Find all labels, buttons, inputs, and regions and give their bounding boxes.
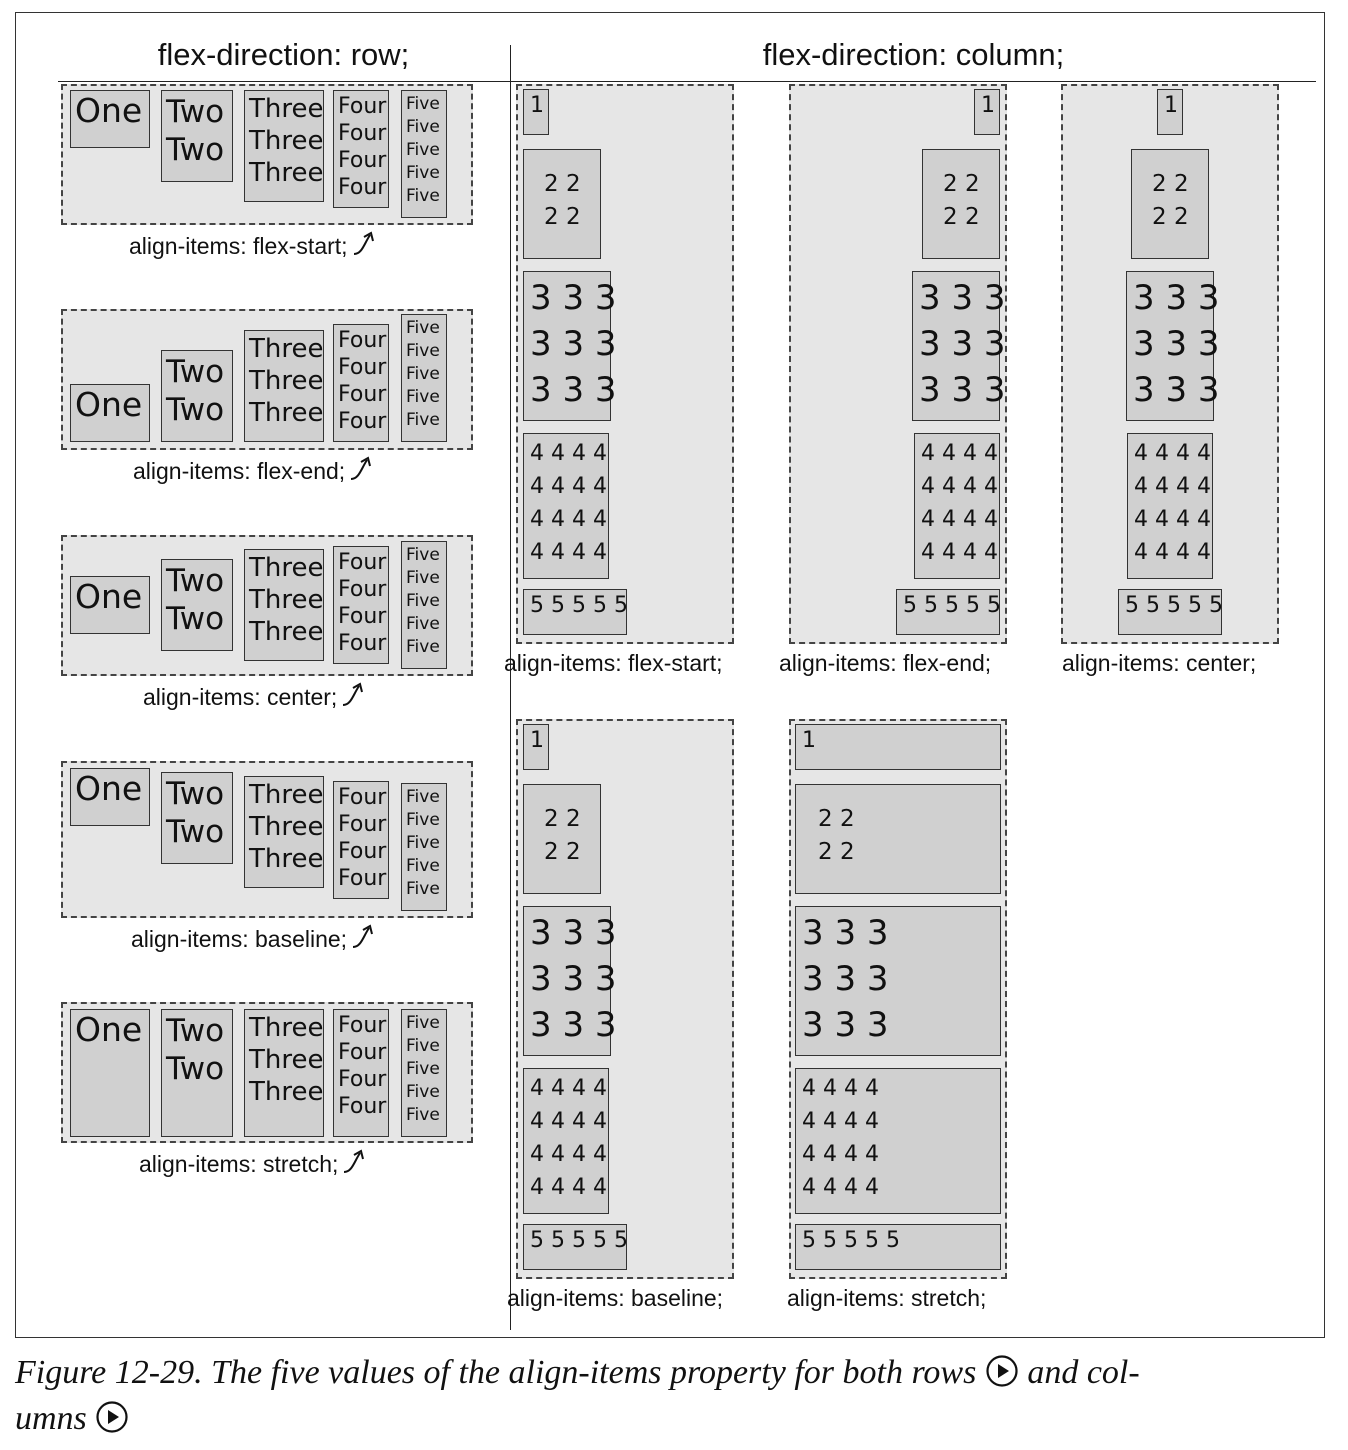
flex-item: Four Four Four Four bbox=[333, 1009, 389, 1137]
flex-item: 4 4 4 4 4 4 4 4 4 4 4 4 4 4 4 4 bbox=[914, 433, 1000, 579]
flex-item: Two Two bbox=[161, 559, 233, 651]
flex-item: Three Three Three bbox=[244, 90, 324, 202]
column-divider bbox=[510, 45, 511, 1330]
flex-item: One bbox=[70, 768, 150, 826]
row-example-caption: align-items: stretch; bbox=[139, 1148, 370, 1178]
flex-item: 4 4 4 4 4 4 4 4 4 4 4 4 4 4 4 4 bbox=[523, 1068, 609, 1214]
column-example-caption: align-items: baseline; bbox=[507, 1285, 724, 1311]
flex-item: 2 2 2 2 bbox=[795, 784, 1001, 894]
row-heading: flex-direction: row; bbox=[157, 37, 410, 72]
column-example-caption: align-items: flex-start; bbox=[504, 650, 723, 676]
column-example-caption: align-items: stretch; bbox=[787, 1285, 987, 1311]
flex-item: One bbox=[70, 90, 150, 148]
figure-caption: Figure 12-29. The five values of the ali… bbox=[15, 1350, 1325, 1442]
flex-item: 5 5 5 5 5 bbox=[523, 1224, 628, 1270]
row-example-caption: align-items: baseline; bbox=[131, 923, 379, 953]
curved-arrow-icon bbox=[343, 682, 364, 706]
caption-line1: Figure 12-29. The five values of the ali… bbox=[15, 1354, 977, 1391]
row-example-caption: align-items: flex-start; bbox=[129, 230, 380, 260]
flex-item: Two Two bbox=[161, 90, 233, 182]
flex-item: Three Three Three bbox=[244, 776, 324, 888]
play-circle-icon[interactable] bbox=[985, 1354, 1019, 1388]
flex-item: Four Four Four Four bbox=[333, 546, 389, 664]
row-example-caption: align-items: center; bbox=[143, 681, 369, 711]
flex-item: One bbox=[70, 1009, 150, 1137]
flex-item: 2 2 2 2 bbox=[523, 784, 601, 894]
flex-item: 3 3 3 3 3 3 3 3 3 bbox=[912, 271, 1006, 421]
flex-item: 1 bbox=[795, 724, 1001, 770]
flex-item: 5 5 5 5 5 bbox=[896, 589, 1001, 635]
flex-item: Five Five Five Five Five bbox=[401, 541, 447, 669]
flex-item: 2 2 2 2 bbox=[1131, 149, 1209, 259]
column-example-caption: align-items: flex-end; bbox=[779, 650, 992, 676]
curved-arrow-icon bbox=[344, 1149, 365, 1173]
flex-item: One bbox=[70, 576, 150, 634]
caption-mid: and col- bbox=[1027, 1354, 1140, 1391]
flex-item: Five Five Five Five Five bbox=[401, 783, 447, 911]
flex-item: 1 bbox=[523, 89, 549, 135]
flex-item: 4 4 4 4 4 4 4 4 4 4 4 4 4 4 4 4 bbox=[523, 433, 609, 579]
heading-rule bbox=[58, 81, 1316, 82]
play-circle-icon[interactable] bbox=[95, 1400, 129, 1434]
flex-item: Five Five Five Five Five bbox=[401, 314, 447, 442]
flex-item: 1 bbox=[523, 724, 549, 770]
flex-item: Four Four Four Four bbox=[333, 781, 389, 899]
flex-item: 5 5 5 5 5 bbox=[1118, 589, 1223, 635]
curved-arrow-icon bbox=[353, 231, 374, 255]
flex-item: 5 5 5 5 5 bbox=[795, 1224, 1001, 1270]
flex-item: 1 bbox=[974, 89, 1000, 135]
flex-item: 3 3 3 3 3 3 3 3 3 bbox=[795, 906, 1001, 1056]
figure-panel: flex-direction: row; flex-direction: col… bbox=[15, 12, 1325, 1338]
row-example-caption: align-items: flex-end; bbox=[133, 455, 377, 485]
flex-item: 3 3 3 3 3 3 3 3 3 bbox=[523, 906, 617, 1056]
flex-item: Two Two bbox=[161, 1009, 233, 1137]
flex-item: Five Five Five Five Five bbox=[401, 1009, 447, 1137]
flex-item: Five Five Five Five Five bbox=[401, 90, 447, 218]
flex-item: 5 5 5 5 5 bbox=[523, 589, 628, 635]
flex-item: Two Two bbox=[161, 772, 233, 864]
flex-item: 4 4 4 4 4 4 4 4 4 4 4 4 4 4 4 4 bbox=[1127, 433, 1213, 579]
flex-item: 2 2 2 2 bbox=[523, 149, 601, 259]
flex-item: Three Three Three bbox=[244, 549, 324, 661]
flex-item: Two Two bbox=[161, 350, 233, 442]
flex-item: Three Three Three bbox=[244, 330, 324, 442]
column-example-caption: align-items: center; bbox=[1062, 650, 1257, 676]
caption-line2: umns bbox=[15, 1400, 87, 1437]
flex-item: 1 bbox=[1157, 89, 1183, 135]
flex-item: 2 2 2 2 bbox=[922, 149, 1000, 259]
flex-item: Four Four Four Four bbox=[333, 324, 389, 442]
flex-item: 3 3 3 3 3 3 3 3 3 bbox=[1126, 271, 1220, 421]
flex-item: 4 4 4 4 4 4 4 4 4 4 4 4 4 4 4 4 bbox=[795, 1068, 1001, 1214]
column-heading: flex-direction: column; bbox=[762, 37, 1065, 72]
flex-item: One bbox=[70, 384, 150, 442]
curved-arrow-icon bbox=[351, 456, 372, 480]
flex-item: Three Three Three bbox=[244, 1009, 324, 1137]
flex-item: Four Four Four Four bbox=[333, 90, 389, 208]
flex-item: 3 3 3 3 3 3 3 3 3 bbox=[523, 271, 617, 421]
curved-arrow-icon bbox=[352, 924, 374, 948]
